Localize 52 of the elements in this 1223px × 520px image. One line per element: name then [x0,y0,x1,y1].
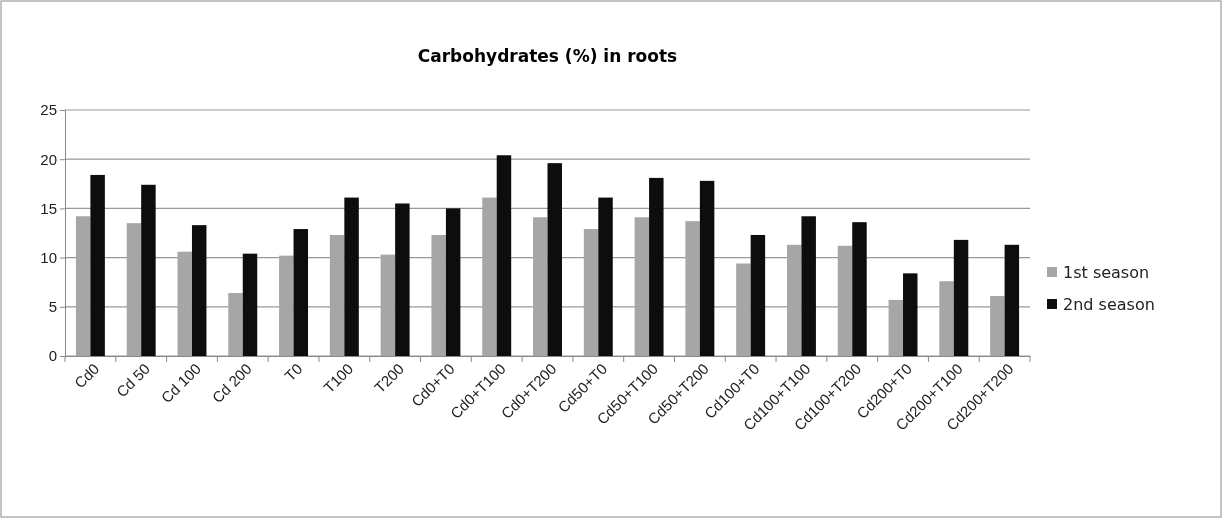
bar [90,174,105,356]
bar [1004,244,1020,356]
x-tick-label: Cd 50 [112,359,154,401]
bar [547,163,562,356]
bar [750,234,766,356]
bar [939,281,954,356]
bar [293,229,309,356]
bar [177,251,192,356]
bar [431,234,446,356]
bar [126,223,142,356]
bar [141,184,156,356]
y-tick-label: 15 [40,199,57,217]
bar [395,203,410,356]
bar [496,155,512,356]
bar [380,254,396,356]
bar [279,255,294,356]
bar [344,197,359,356]
bar [685,221,700,356]
legend-label: 1st season [1063,262,1150,282]
bar [903,273,918,356]
bar [990,295,1005,356]
bar [786,244,802,356]
x-tick-label: T0 [281,359,306,385]
bar [801,216,816,356]
legend-label: 2nd season [1063,294,1155,314]
bar [242,253,258,356]
x-tick-label: Cd 200 [208,359,255,407]
bar [888,299,904,356]
bar [583,229,599,356]
chart-title: Carbohydrates (%) in roots [417,46,678,66]
bar [649,177,664,356]
bar [634,217,650,356]
bar [533,217,548,356]
y-tick-label: 10 [40,248,57,266]
bar [191,225,207,356]
y-tick-label: 5 [48,298,57,316]
bar [228,293,243,356]
y-tick-label: 20 [40,150,57,168]
bar [482,197,497,356]
bar [598,197,613,356]
bar [837,245,853,356]
bar [75,216,91,356]
bar [852,222,867,356]
y-tick-label: 0 [48,347,57,365]
bar [736,263,751,356]
x-tick-label: Cd 100 [157,359,204,407]
x-tick-label: Cd0 [70,359,103,392]
y-tick-label: 25 [40,101,57,119]
bar [445,208,461,356]
bar [953,239,969,356]
bar [329,234,345,356]
bar [699,180,715,356]
